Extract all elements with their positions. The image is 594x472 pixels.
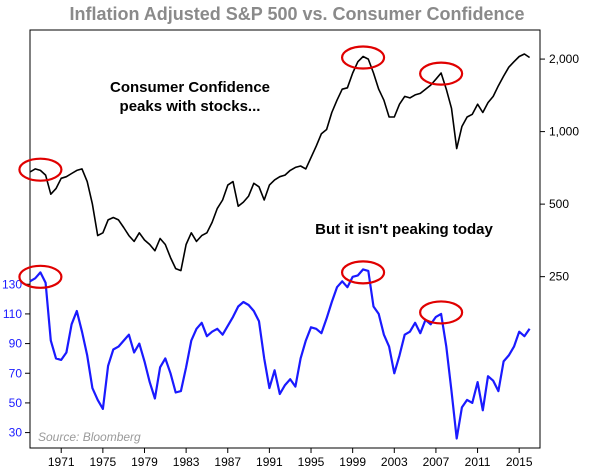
left-tick-label: 70	[9, 366, 23, 380]
annotation-line-2: peaks with stocks...	[120, 98, 261, 115]
left-tick-label: 90	[9, 337, 23, 351]
left-tick-label: 130	[2, 277, 22, 291]
x-tick-label: 1995	[298, 455, 325, 469]
x-tick-label: 2011	[465, 455, 491, 469]
peak-highlight-ellipse	[419, 300, 464, 325]
x-tick-label: 1991	[256, 455, 283, 469]
x-tick-label: 2015	[506, 455, 533, 469]
ticks-layer: 1971 1975 1979 1983 1987 1991 1995 1999 2003 2007…	[2, 52, 579, 469]
highlights-layer	[18, 45, 464, 325]
peak-highlight-ellipse	[419, 61, 464, 86]
right-tick-label: 250	[549, 270, 569, 284]
consumer-confidence-line	[29, 268, 531, 440]
peak-highlight-ellipse	[340, 260, 386, 285]
plot-frame	[29, 29, 541, 449]
peak-highlight-ellipse	[18, 264, 63, 289]
x-tick-label: 2003	[381, 455, 408, 469]
source-label: Source: Bloomberg	[38, 430, 141, 444]
x-tick-label: 1979	[131, 455, 158, 469]
sp500-line	[29, 53, 531, 272]
annotation-not-peaking: But it isn't peaking today	[315, 221, 493, 238]
x-tick-label: 1999	[339, 455, 366, 469]
chart-title: Inflation Adjusted S&P 500 vs. Consumer …	[69, 4, 525, 24]
left-tick-label: 30	[9, 426, 23, 440]
peak-highlight-ellipse	[340, 45, 386, 70]
x-tick-label: 2007	[423, 455, 450, 469]
peak-highlight-ellipse	[18, 157, 63, 182]
x-tick-label: 1971	[48, 455, 75, 469]
annotation-line-1: Consumer Confidence	[110, 79, 270, 96]
right-tick-label: 1,000	[549, 125, 579, 139]
x-tick-label: 1975	[90, 455, 117, 469]
right-tick-label: 2,000	[549, 52, 579, 66]
right-tick-label: 500	[549, 197, 569, 211]
left-tick-label: 50	[9, 396, 23, 410]
x-tick-label: 1983	[173, 455, 200, 469]
x-tick-label: 1987	[214, 455, 241, 469]
left-tick-label: 110	[3, 307, 22, 321]
